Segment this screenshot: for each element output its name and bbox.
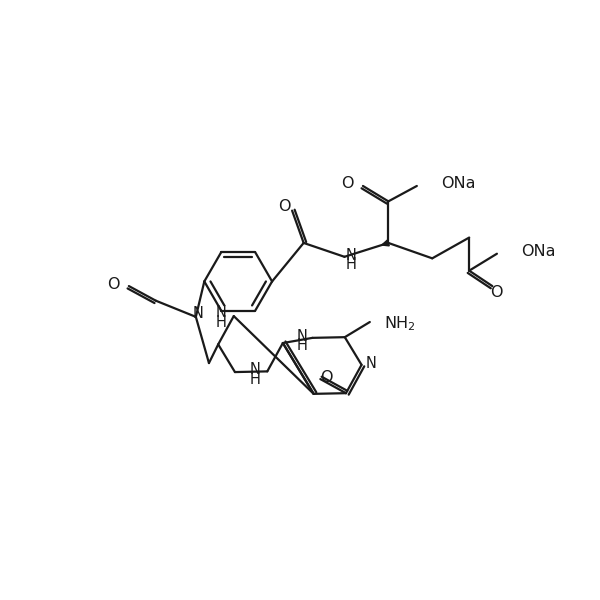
Text: N: N (193, 306, 203, 321)
Text: H: H (296, 338, 307, 353)
Polygon shape (382, 240, 389, 246)
Text: ONa: ONa (521, 244, 556, 259)
Text: NH$_2$: NH$_2$ (383, 314, 415, 333)
Text: O: O (341, 176, 354, 191)
Text: N: N (250, 362, 260, 377)
Text: N: N (296, 329, 307, 344)
Text: H: H (250, 371, 260, 386)
Text: O: O (107, 277, 119, 292)
Text: N: N (345, 248, 356, 263)
Text: O: O (278, 199, 290, 214)
Text: H: H (345, 257, 356, 272)
Text: N: N (216, 305, 227, 320)
Text: ONa: ONa (442, 176, 476, 191)
Text: H: H (216, 315, 227, 330)
Text: O: O (490, 285, 502, 300)
Text: N: N (365, 356, 376, 371)
Text: O: O (320, 370, 333, 385)
